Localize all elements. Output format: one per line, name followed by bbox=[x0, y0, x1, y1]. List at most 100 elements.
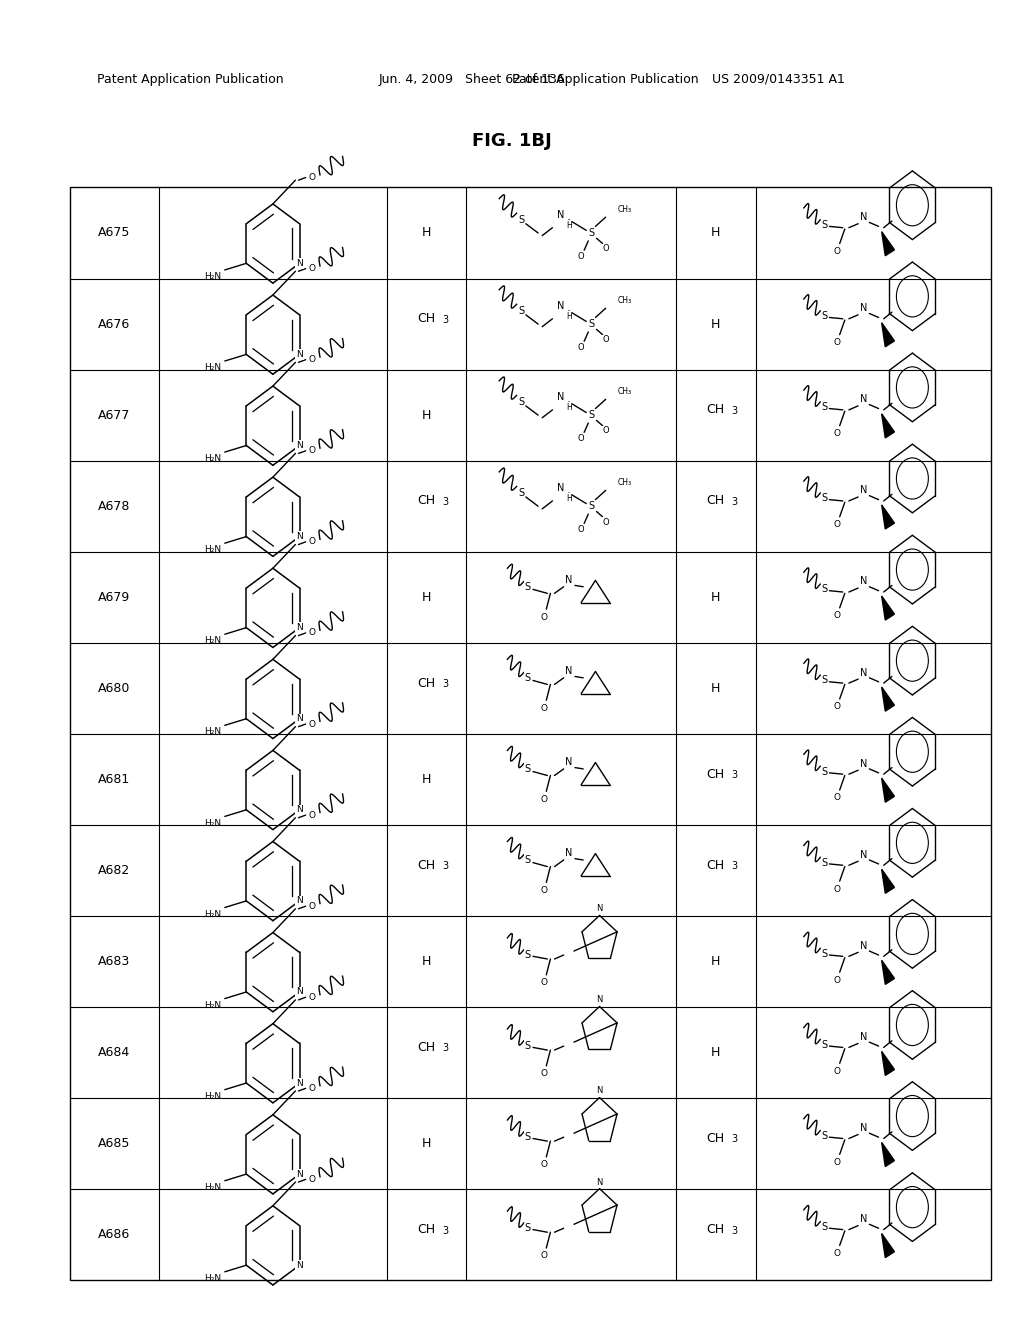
Text: O: O bbox=[578, 343, 585, 352]
Text: O: O bbox=[834, 520, 840, 529]
Text: N: N bbox=[859, 941, 867, 950]
Text: N: N bbox=[859, 213, 867, 222]
Text: O: O bbox=[834, 1249, 840, 1258]
Text: N: N bbox=[296, 1078, 303, 1088]
Text: H₂N: H₂N bbox=[204, 363, 221, 372]
Text: H: H bbox=[566, 220, 571, 230]
Text: CH: CH bbox=[707, 495, 725, 507]
Text: O: O bbox=[834, 884, 840, 894]
Text: US 2009/0143351 A1: US 2009/0143351 A1 bbox=[712, 73, 845, 86]
Text: N: N bbox=[296, 987, 303, 997]
Text: N: N bbox=[296, 259, 303, 268]
Text: S: S bbox=[821, 220, 827, 230]
Text: H: H bbox=[422, 591, 431, 603]
Text: S: S bbox=[821, 585, 827, 594]
Text: S: S bbox=[589, 228, 594, 238]
Text: N: N bbox=[296, 623, 303, 632]
Text: O: O bbox=[834, 1067, 840, 1076]
Text: O: O bbox=[308, 993, 315, 1002]
Polygon shape bbox=[882, 595, 894, 620]
Text: O: O bbox=[308, 264, 315, 273]
Text: O: O bbox=[834, 702, 840, 711]
Text: H₂N: H₂N bbox=[204, 1183, 221, 1192]
Text: O: O bbox=[541, 1069, 548, 1078]
Text: H: H bbox=[711, 1047, 721, 1059]
Text: 3: 3 bbox=[731, 770, 737, 780]
Text: O: O bbox=[578, 434, 585, 444]
Text: O: O bbox=[834, 1158, 840, 1167]
Text: CH₃: CH₃ bbox=[618, 387, 632, 396]
Text: H: H bbox=[711, 318, 721, 330]
Text: O: O bbox=[541, 612, 548, 622]
Text: O: O bbox=[834, 429, 840, 438]
Text: S: S bbox=[525, 855, 530, 865]
Polygon shape bbox=[882, 960, 894, 985]
Text: O: O bbox=[578, 252, 585, 261]
Text: O: O bbox=[308, 355, 315, 364]
Text: H: H bbox=[711, 227, 721, 239]
Text: A681: A681 bbox=[98, 774, 130, 785]
Text: Jun. 4, 2009   Sheet 62 of 136: Jun. 4, 2009 Sheet 62 of 136 bbox=[379, 73, 565, 86]
Text: 3: 3 bbox=[731, 861, 737, 871]
Text: H: H bbox=[422, 227, 431, 239]
Text: CH: CH bbox=[418, 1224, 435, 1236]
Text: A676: A676 bbox=[98, 318, 130, 330]
Polygon shape bbox=[882, 686, 894, 711]
Text: O: O bbox=[308, 173, 315, 182]
Text: N: N bbox=[596, 995, 603, 1005]
Text: N: N bbox=[859, 395, 867, 404]
Text: S: S bbox=[525, 582, 530, 591]
Text: O: O bbox=[541, 795, 548, 804]
Text: A686: A686 bbox=[98, 1229, 130, 1241]
Text: 3: 3 bbox=[731, 405, 737, 416]
Text: H₂N: H₂N bbox=[204, 636, 221, 645]
Text: O: O bbox=[541, 1251, 548, 1261]
Text: S: S bbox=[821, 403, 827, 412]
Text: O: O bbox=[602, 244, 609, 253]
Text: A680: A680 bbox=[98, 682, 130, 694]
Text: O: O bbox=[541, 978, 548, 987]
Text: N: N bbox=[557, 301, 564, 310]
Text: S: S bbox=[525, 1133, 530, 1142]
Text: 3: 3 bbox=[731, 496, 737, 507]
Text: N: N bbox=[296, 714, 303, 723]
Text: N: N bbox=[565, 667, 572, 676]
Polygon shape bbox=[882, 1233, 894, 1258]
Polygon shape bbox=[882, 232, 894, 256]
Text: S: S bbox=[821, 1131, 827, 1140]
Text: 3: 3 bbox=[731, 1134, 737, 1144]
Text: O: O bbox=[308, 1084, 315, 1093]
Text: S: S bbox=[525, 1041, 530, 1051]
Text: N: N bbox=[296, 896, 303, 906]
Text: N: N bbox=[296, 532, 303, 541]
Text: A684: A684 bbox=[98, 1047, 130, 1059]
Text: N: N bbox=[565, 758, 572, 767]
Text: N: N bbox=[859, 304, 867, 313]
Text: CH: CH bbox=[707, 859, 725, 871]
Text: N: N bbox=[296, 805, 303, 814]
Text: O: O bbox=[308, 628, 315, 638]
Text: N: N bbox=[859, 1032, 867, 1041]
Text: O: O bbox=[834, 247, 840, 256]
Text: N: N bbox=[596, 1086, 603, 1096]
Text: N: N bbox=[859, 850, 867, 859]
Text: S: S bbox=[525, 764, 530, 774]
Text: 3: 3 bbox=[442, 861, 447, 871]
Text: CH: CH bbox=[707, 768, 725, 780]
Text: CH₃: CH₃ bbox=[618, 296, 632, 305]
Text: 3: 3 bbox=[442, 496, 447, 507]
Text: N: N bbox=[296, 1261, 303, 1270]
Text: O: O bbox=[308, 446, 315, 455]
Text: H₂N: H₂N bbox=[204, 545, 221, 554]
Polygon shape bbox=[882, 504, 894, 529]
Text: N: N bbox=[557, 210, 564, 219]
Text: CH: CH bbox=[707, 404, 725, 416]
Polygon shape bbox=[882, 323, 894, 347]
Text: N: N bbox=[859, 1123, 867, 1133]
Text: CH: CH bbox=[418, 677, 435, 689]
Text: H: H bbox=[566, 312, 571, 321]
Text: Patent Application Publication: Patent Application Publication bbox=[97, 73, 284, 86]
Text: S: S bbox=[519, 397, 524, 407]
Text: FIG. 1BJ: FIG. 1BJ bbox=[472, 132, 552, 150]
Polygon shape bbox=[882, 1051, 894, 1076]
